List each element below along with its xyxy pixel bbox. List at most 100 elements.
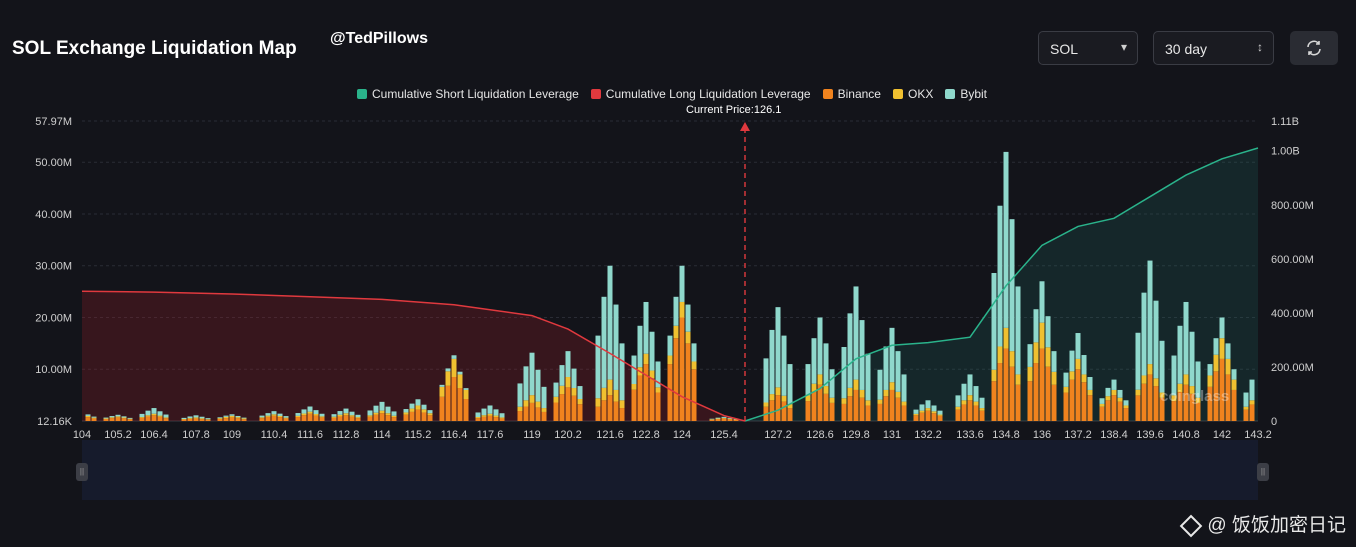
bar-binance	[241, 419, 247, 421]
bar-bybit	[667, 335, 673, 356]
bar-okx	[337, 414, 343, 417]
bar-okx	[451, 358, 457, 378]
bar-okx	[1099, 403, 1105, 407]
bar-bybit	[895, 351, 901, 392]
bar-okx	[565, 377, 571, 388]
bar-bybit	[391, 411, 397, 416]
bar-binance	[151, 415, 157, 421]
bar-okx	[1111, 389, 1117, 396]
bar-binance	[1003, 348, 1009, 421]
bar-okx	[115, 416, 121, 418]
bar-okx	[235, 417, 241, 419]
bar-okx	[1159, 392, 1165, 398]
bar-binance	[979, 410, 985, 421]
bar-bybit	[763, 358, 769, 403]
bar-binance	[1033, 363, 1039, 421]
bar-binance	[415, 409, 421, 421]
zoom-slider-track[interactable]	[82, 440, 1258, 500]
bar-binance	[931, 413, 937, 421]
bar-binance	[1177, 392, 1183, 421]
short-leverage-line	[744, 147, 1259, 422]
bar-okx	[151, 413, 157, 416]
bar-binance	[127, 419, 133, 421]
bar-okx	[1075, 358, 1081, 370]
bar-bybit	[781, 335, 787, 396]
bar-binance	[721, 418, 727, 421]
bar-binance	[457, 388, 463, 421]
bar-binance	[937, 415, 943, 421]
bar-okx	[427, 413, 433, 416]
bar-binance	[1063, 392, 1069, 421]
legend-short-label: Cumulative Short Liquidation Leverage	[372, 87, 579, 101]
bar-binance	[1123, 408, 1129, 421]
bar-binance	[1141, 383, 1147, 421]
y-left-tick-label: 10.00M	[35, 364, 72, 376]
bar-okx	[1141, 375, 1147, 384]
bar-okx	[475, 417, 481, 419]
bar-bybit	[829, 369, 835, 398]
bar-okx	[481, 415, 487, 417]
bar-okx	[721, 417, 727, 419]
bar-okx	[439, 386, 445, 397]
bar-binance	[1027, 381, 1033, 421]
bar-binance	[883, 396, 889, 421]
bar-okx	[313, 414, 319, 416]
legend-short[interactable]: Cumulative Short Liquidation Leverage	[357, 87, 579, 101]
bar-bybit	[1207, 364, 1213, 376]
bar-okx	[163, 417, 169, 419]
bar-bybit	[649, 331, 655, 371]
coin-select-value: SOL	[1050, 41, 1079, 57]
bar-bybit	[379, 401, 385, 411]
x-tick-label: 128.6	[806, 429, 834, 440]
bar-okx	[607, 379, 613, 396]
bar-bybit	[1171, 355, 1177, 396]
zoom-slider-right-handle[interactable]: ||	[1257, 463, 1269, 481]
legend-okx[interactable]: OKX	[892, 87, 933, 101]
bar-bybit	[349, 411, 355, 416]
bar-binance	[1243, 409, 1249, 421]
bar-okx	[331, 416, 337, 418]
bar-okx	[1087, 389, 1093, 396]
x-tick-label: 117.6	[477, 429, 504, 440]
refresh-button[interactable]	[1290, 31, 1338, 65]
bar-okx	[601, 387, 607, 401]
bar-binance	[997, 363, 1003, 421]
coin-select[interactable]: SOL ▾	[1038, 31, 1138, 65]
bar-binance	[781, 401, 787, 421]
y-left-tick-label: 40.00M	[35, 209, 72, 221]
range-select[interactable]: 30 day ↕	[1153, 31, 1274, 65]
bar-binance	[673, 338, 679, 421]
bar-bybit	[1003, 151, 1009, 328]
bar-binance	[595, 406, 601, 421]
bar-okx	[187, 418, 193, 419]
x-tick-label: 133.6	[956, 429, 984, 440]
bar-binance	[319, 417, 325, 421]
bar-bybit	[277, 413, 283, 416]
bar-bybit	[373, 405, 379, 413]
author-watermark-text: @ 饭饭加密日记	[1207, 515, 1346, 536]
bar-bybit	[1045, 316, 1051, 348]
legend-bybit[interactable]: Bybit	[945, 87, 987, 101]
bar-bybit	[409, 403, 415, 409]
legend-binance[interactable]: Binance	[822, 87, 881, 101]
bar-okx	[1219, 338, 1225, 359]
bar-bybit	[271, 411, 277, 415]
bar-okx	[367, 415, 373, 417]
legend-long[interactable]: Cumulative Long Liquidation Leverage	[590, 87, 811, 101]
x-tick-label: 136	[1033, 429, 1051, 440]
bar-binance	[895, 397, 901, 421]
bar-binance	[733, 419, 739, 421]
legend-okx-swatch	[892, 89, 903, 99]
bar-okx	[307, 411, 313, 414]
bar-bybit	[607, 265, 613, 380]
bar-bybit	[1033, 309, 1039, 343]
bar-bybit	[457, 371, 463, 375]
bar-bybit	[193, 415, 199, 418]
bar-binance	[451, 377, 457, 421]
bar-bybit	[1099, 398, 1105, 404]
bar-bybit	[817, 317, 823, 375]
bar-binance	[109, 418, 115, 421]
bar-okx	[1045, 347, 1051, 367]
x-tick-label: 132.2	[914, 429, 942, 440]
zoom-slider-left-handle[interactable]: ||	[76, 463, 88, 481]
